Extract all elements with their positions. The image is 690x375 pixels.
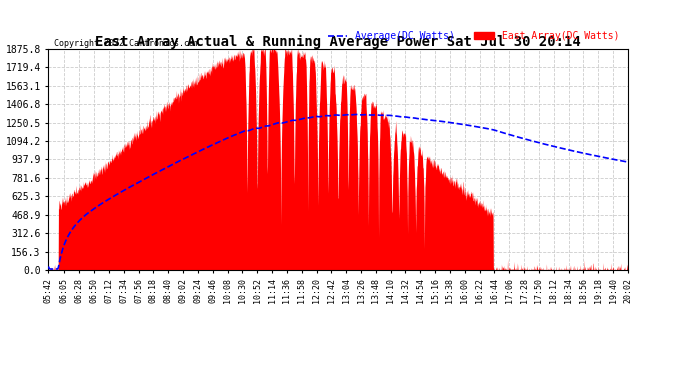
Title: East Array Actual & Running Average Power Sat Jul 30 20:14: East Array Actual & Running Average Powe… [95,34,581,49]
Text: Copyright 2022 Cartronics.com: Copyright 2022 Cartronics.com [54,39,199,48]
Legend: Average(DC Watts), East Array(DC Watts): Average(DC Watts), East Array(DC Watts) [324,27,623,45]
